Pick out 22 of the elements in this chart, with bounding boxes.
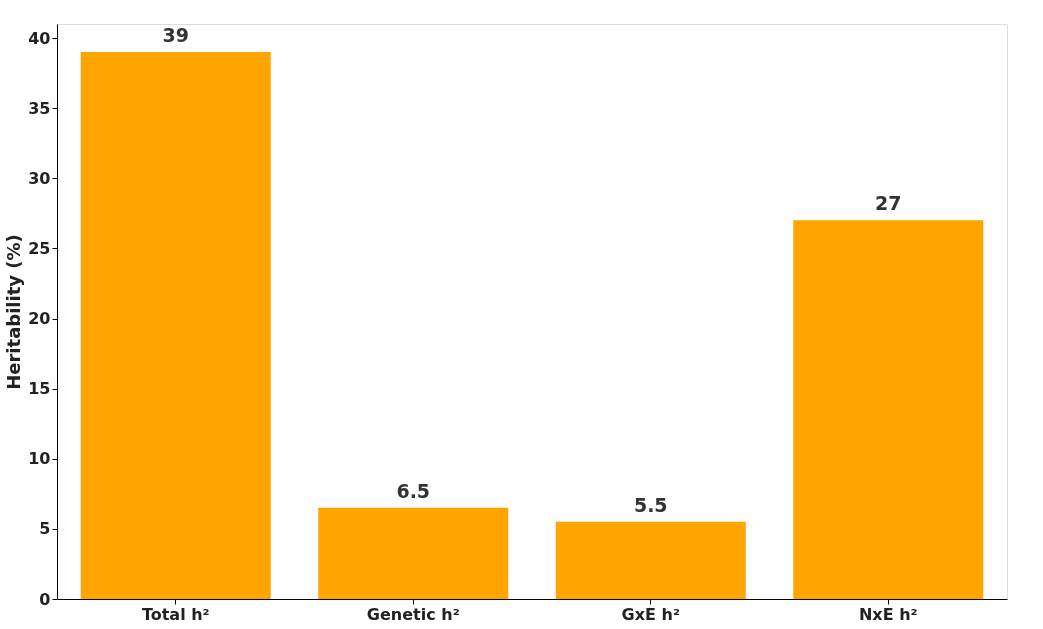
x-tick-label: NxE h² [858, 604, 918, 624]
y-tick-label: 35 [28, 98, 51, 118]
x-tick-label: Total h² [141, 604, 210, 624]
y-tick-label: 5 [39, 519, 51, 539]
data-label: 39 [162, 24, 189, 47]
data-label: 6.5 [396, 479, 431, 502]
y-tick-label: 40 [28, 28, 51, 48]
bar [793, 220, 984, 599]
x-tick-label: Genetic h² [366, 604, 460, 624]
y-tick-label: 10 [28, 449, 51, 469]
y-tick-label: 25 [28, 238, 51, 258]
bar [318, 507, 509, 599]
y-tick-label: 20 [28, 309, 51, 329]
bar [80, 52, 271, 599]
y-axis-title: Heritability (%) [3, 234, 25, 390]
y-tick-label: 30 [28, 168, 51, 188]
data-label: 5.5 [633, 493, 668, 516]
x-tick-label: GxE h² [621, 604, 680, 624]
bar [555, 521, 746, 599]
y-tick-label: 15 [28, 379, 51, 399]
data-label: 27 [875, 192, 902, 215]
y-tick-label: 0 [39, 589, 51, 609]
